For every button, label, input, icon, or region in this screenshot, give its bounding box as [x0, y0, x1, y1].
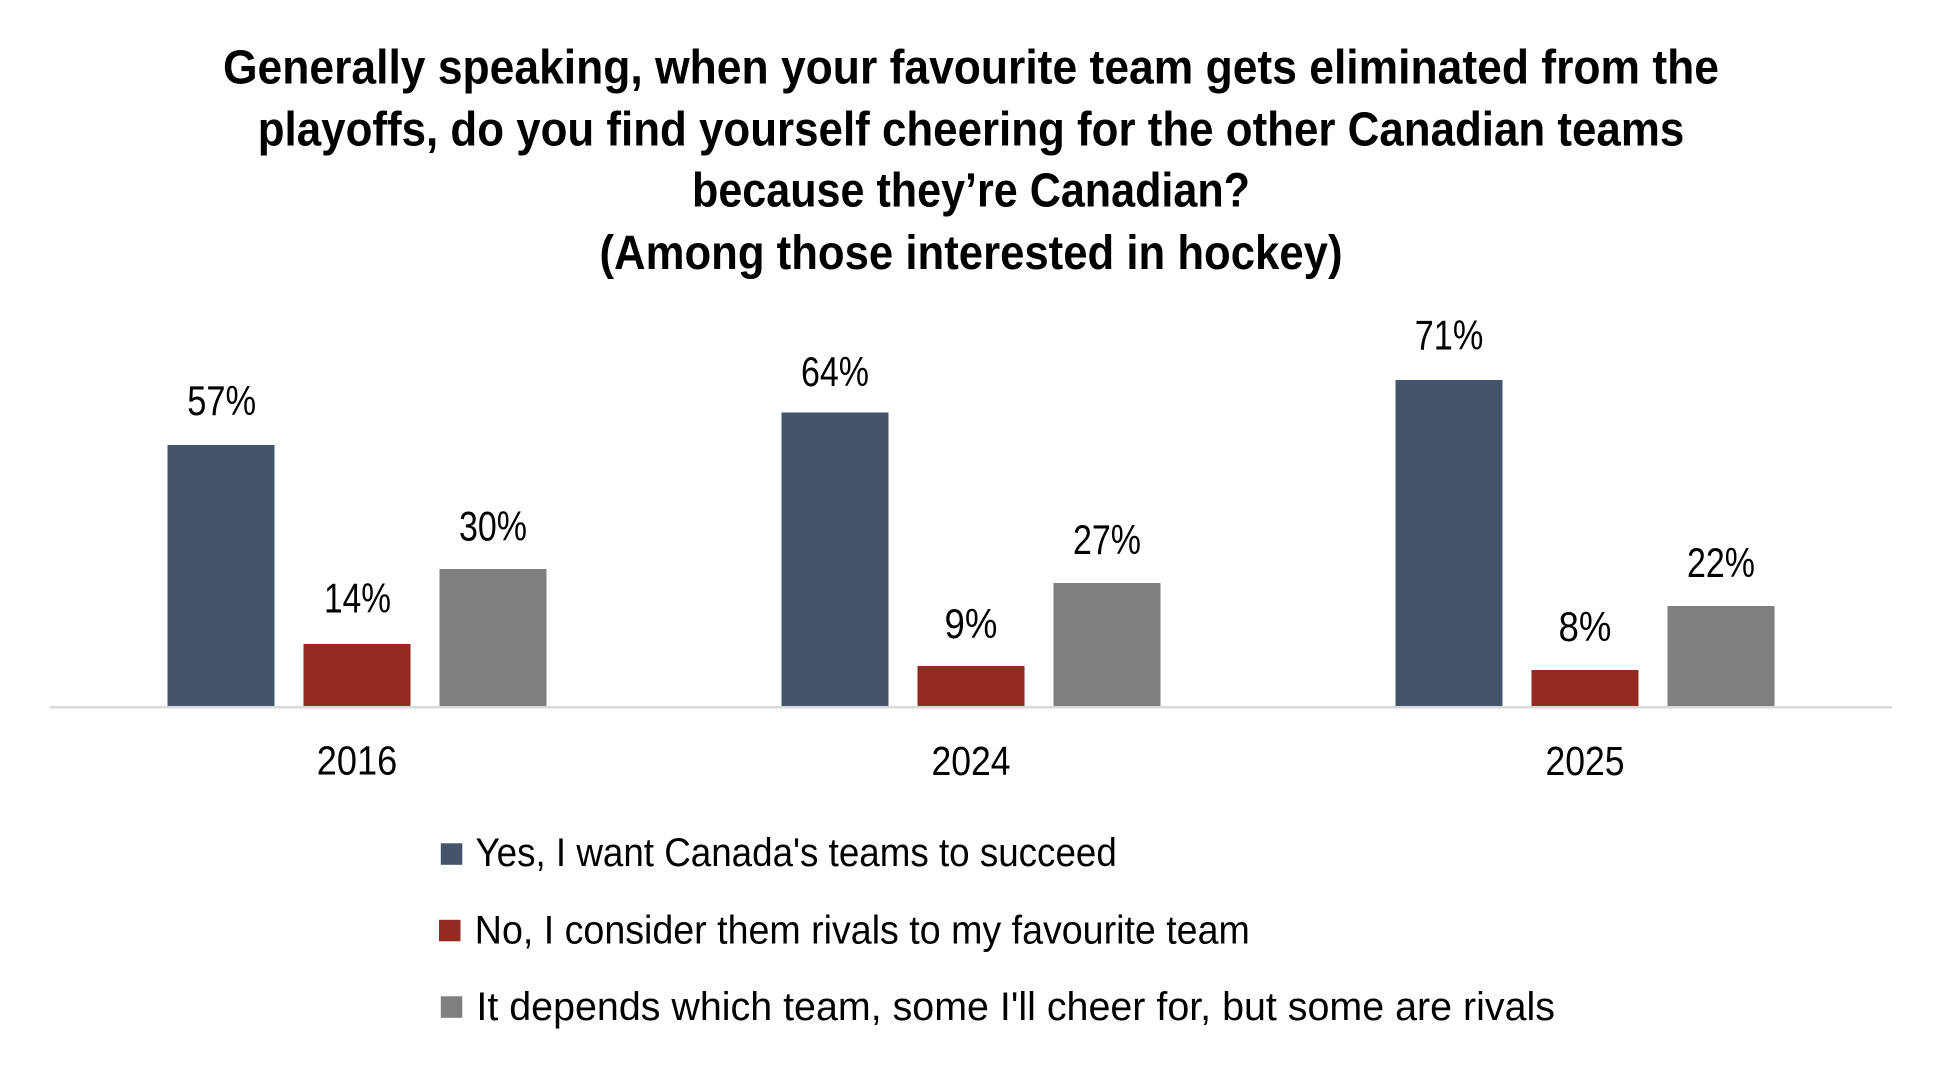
- svg-text:Generally speaking, when your: Generally speaking, when your favourite …: [223, 41, 1719, 94]
- svg-text:9%: 9%: [945, 600, 998, 647]
- svg-text:71%: 71%: [1415, 312, 1484, 359]
- svg-text:It depends which team, some I': It depends which team, some I'll cheer f…: [476, 985, 1555, 1029]
- svg-text:22%: 22%: [1687, 539, 1755, 586]
- svg-text:27%: 27%: [1073, 516, 1141, 563]
- svg-text:2025: 2025: [1545, 738, 1624, 784]
- svg-text:2016: 2016: [317, 738, 397, 784]
- svg-text:8%: 8%: [1559, 603, 1612, 650]
- svg-text:14%: 14%: [324, 575, 391, 622]
- svg-text:64%: 64%: [801, 348, 869, 395]
- svg-text:Yes, I want Canada's teams to: Yes, I want Canada's teams to succeed: [476, 831, 1117, 875]
- svg-text:57%: 57%: [187, 377, 256, 424]
- svg-text:30%: 30%: [459, 503, 527, 550]
- svg-text:(Among those interested in hoc: (Among those interested in hockey): [600, 227, 1343, 280]
- svg-text:No, I consider them rivals to: No, I consider them rivals to my favouri…: [475, 909, 1250, 953]
- svg-text:playoffs, do you find yourself: playoffs, do you find yourself cheering …: [258, 104, 1685, 157]
- svg-text:because they’re Canadian?: because they’re Canadian?: [692, 164, 1250, 217]
- svg-text:2024: 2024: [931, 738, 1010, 784]
